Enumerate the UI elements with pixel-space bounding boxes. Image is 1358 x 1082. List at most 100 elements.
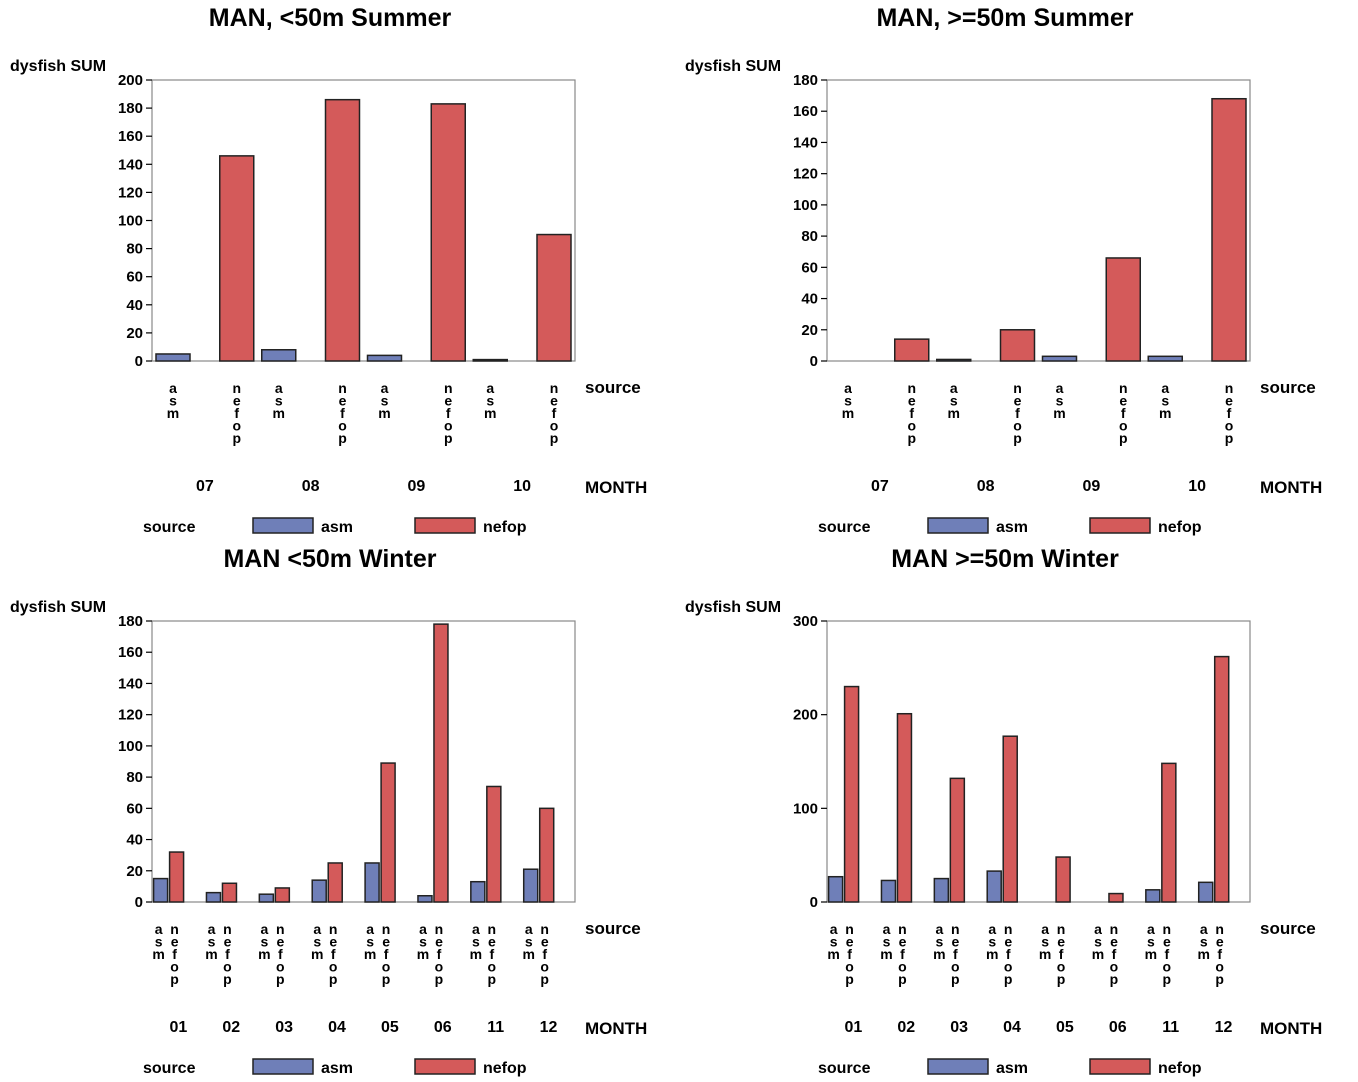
source-tick-char: o [276, 959, 285, 975]
source-tick-char: p [488, 971, 497, 987]
bar-asm [366, 354, 403, 362]
bar-nefop [327, 862, 343, 903]
source-tick-char: e [171, 934, 179, 950]
month-tick-label: 03 [275, 1019, 293, 1036]
y-tick-label: 160 [793, 103, 818, 120]
source-tick-char: m [484, 405, 496, 421]
source-tick-char: f [542, 946, 547, 962]
legend-swatch-asm [252, 1058, 314, 1075]
chart-title: MAN <50m Winter [223, 545, 436, 573]
source-tick-char: e [224, 934, 232, 950]
bar-asm [936, 358, 972, 362]
bar-asm [311, 879, 327, 903]
month-tick-label: 05 [1056, 1019, 1074, 1036]
source-tick-char: n [435, 921, 444, 937]
legend-swatch-nefop [1089, 1058, 1151, 1075]
y-tick-label: 100 [118, 738, 143, 755]
source-tick-char: a [525, 921, 533, 937]
source-tick-char: e [1110, 934, 1118, 950]
y-tick-label: 0 [810, 894, 818, 911]
source-tick-char: a [275, 380, 283, 396]
source-tick-char: e [951, 934, 959, 950]
chart-title: MAN >=50m Winter [891, 545, 1119, 573]
legend-label-nefop: nefop [1158, 1060, 1202, 1077]
legend-swatch-nefop [1089, 517, 1151, 534]
source-tick-char: e [541, 934, 549, 950]
source-tick-char: f [490, 946, 495, 962]
month-tick-label: 06 [1109, 1019, 1127, 1036]
source-tick-char: m [1197, 946, 1209, 962]
source-tick-char: p [329, 971, 338, 987]
y-tick-label: 180 [118, 613, 143, 630]
source-tick-char: o [898, 959, 907, 975]
source-tick-char: p [845, 971, 854, 987]
bar-nefop [433, 623, 449, 903]
legend-label-asm: asm [996, 1060, 1028, 1077]
bar-nefop [274, 887, 291, 903]
source-tick-char: f [1227, 405, 1232, 421]
month-tick-label: 12 [1215, 1019, 1233, 1036]
source-tick-char: m [167, 405, 179, 421]
source-tick-char: n [907, 380, 916, 396]
source-tick-char: s [1147, 934, 1155, 950]
source-tick-char: m [470, 946, 482, 962]
source-tick-char: s [169, 393, 177, 409]
month-tick-label: 02 [897, 1019, 915, 1036]
month-tick-label: 07 [871, 478, 889, 495]
source-tick-char: e [339, 393, 347, 409]
y-tick-label: 40 [801, 291, 818, 308]
source-tick-char: p [232, 430, 241, 446]
source-axis-label: source [1260, 919, 1316, 938]
source-tick-char: a [208, 921, 216, 937]
chart-title: MAN, <50m Summer [209, 4, 452, 32]
bar-asm [827, 875, 844, 903]
chart-panel-winter-shallow: MAN <50m Winter dysfish SUM 0 20 40 60 80 100 12… [0, 541, 675, 1082]
source-tick-char: p [276, 971, 285, 987]
source-tick-char: e [329, 934, 337, 950]
source-tick-char: o [1057, 959, 1066, 975]
source-tick-char: n [382, 921, 391, 937]
source-tick-char: s [830, 934, 838, 950]
y-tick-label: 160 [118, 128, 143, 145]
source-tick-char: f [1006, 946, 1011, 962]
bar-nefop [1002, 735, 1018, 903]
source-tick-char: m [827, 946, 839, 962]
bar-nefop [843, 685, 860, 903]
plot-frame [151, 79, 576, 362]
source-tick-char: s [366, 934, 374, 950]
month-tick-label: 09 [407, 478, 425, 495]
source-tick-char: a [1094, 921, 1102, 937]
source-tick-char: s [155, 934, 163, 950]
source-tick-char: p [382, 971, 391, 987]
month-tick-label: 12 [540, 1019, 558, 1036]
legend-label-asm: asm [996, 519, 1028, 536]
y-tick-label: 120 [118, 184, 143, 201]
source-tick-char: m [273, 405, 285, 421]
y-tick-label: 40 [126, 832, 143, 849]
legend-label-nefop: nefop [483, 519, 527, 536]
bar-asm [152, 877, 169, 903]
legend-label-asm: asm [321, 519, 353, 536]
source-tick-char: f [1217, 946, 1222, 962]
source-tick-char: p [1057, 971, 1066, 987]
y-tick-label: 120 [118, 707, 143, 724]
source-tick-char: p [223, 971, 232, 987]
y-tick-label: 300 [793, 613, 818, 630]
source-tick-char: a [381, 380, 389, 396]
source-tick-char: s [988, 934, 996, 950]
legend: source asm nefop [143, 517, 527, 536]
source-tick-char: o [1225, 418, 1234, 434]
source-tick-char: e [1014, 393, 1022, 409]
source-tick-char: n [951, 921, 960, 937]
source-tick-char: m [522, 946, 534, 962]
source-tick-char: s [950, 393, 958, 409]
legend-title: source [143, 519, 196, 536]
source-tick-char: s [525, 934, 533, 950]
bar-nefop [219, 155, 255, 362]
source-tick-char: e [435, 934, 443, 950]
source-tick-char: m [1159, 405, 1171, 421]
source-tick-char: o [170, 959, 179, 975]
source-tick-char: m [152, 946, 164, 962]
source-tick-char: m [417, 946, 429, 962]
